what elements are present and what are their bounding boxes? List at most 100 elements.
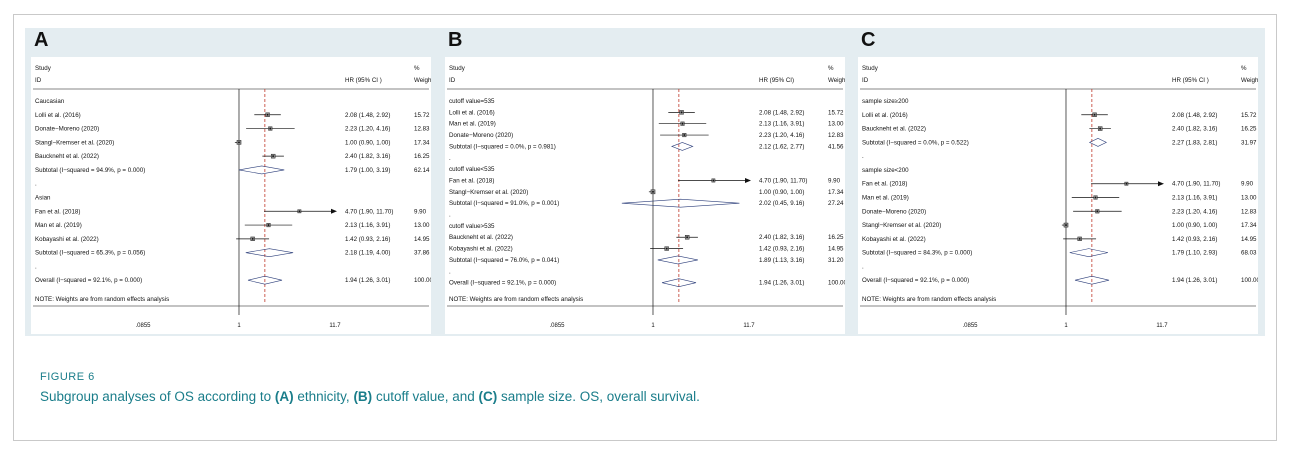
row-label-subtotal: Subtotal (I−squared = 0.0%, p = 0.522) xyxy=(862,139,969,146)
effect-point xyxy=(683,134,686,136)
ci-text: 1.00 (0.90, 1.00) xyxy=(759,189,804,196)
row-label-dot: . xyxy=(862,153,864,160)
forest-plot-svg: Study ID HR (95% CI)% Weight .0855 1 11.7 cutof… xyxy=(447,65,845,329)
row-label-subtotal: Subtotal (I−squared = 84.3%, p = 0.000) xyxy=(862,250,972,257)
effect-point xyxy=(1125,182,1128,185)
footnote: NOTE: Weights are from random effects an… xyxy=(449,296,583,303)
ci-text: 2.40 (1.82, 3.16) xyxy=(759,234,804,241)
ci-text: 2.23 (1.20, 4.16) xyxy=(759,132,804,139)
row-label-study: Lolli et al. (2016) xyxy=(35,112,81,119)
weight-text: 9.90 xyxy=(828,177,841,184)
x-tick-label: 11.7 xyxy=(743,323,755,329)
ci-text: 1.79 (1.00, 3.19) xyxy=(345,167,390,174)
effect-point xyxy=(238,141,240,144)
row-label-study: Stangl−Kremser et al. (2020) xyxy=(35,139,114,146)
ci-text: 1.94 (1.26, 3.01) xyxy=(759,280,804,287)
ci-arrow xyxy=(745,177,751,183)
row-label-study: Bauckneht et al. (2022) xyxy=(449,234,513,241)
weight-text: 16.25 xyxy=(828,234,844,241)
ci-text: 2.40 (1.82, 3.16) xyxy=(345,153,390,160)
weight-text: 9.90 xyxy=(414,208,427,215)
row-label-group: sample size≥200 xyxy=(862,98,909,105)
row-label-dot: . xyxy=(862,263,864,270)
x-tick-label: 11.7 xyxy=(329,323,341,329)
x-tick-label: .0855 xyxy=(549,323,565,329)
ci-text: 2.08 (1.48, 2.92) xyxy=(1172,112,1217,119)
ci-text: 2.40 (1.82, 3.16) xyxy=(1172,126,1217,133)
weight-text: 9.90 xyxy=(1241,181,1254,188)
effect-point xyxy=(652,190,654,193)
figure-panels: A Study ID HR (95% CI )% Weight .0855 1 11.7 Ca… xyxy=(25,28,1265,336)
subtotal-diamond xyxy=(670,142,694,151)
effect-point xyxy=(1065,224,1067,226)
panel-c: C Study ID HR (95% CI )% Weight .0855 1 11.7 sa… xyxy=(852,28,1265,336)
row-label-study: Donate−Moreno (2020) xyxy=(35,126,99,133)
row-label-study: Kobayashi et al. (2022) xyxy=(449,246,513,253)
row-label-subtotal: Subtotal (I−squared = 65.3%, p = 0.056) xyxy=(35,250,145,257)
effect-point xyxy=(272,155,275,158)
weight-text: 13.00 xyxy=(828,121,844,128)
weight-text: 31.20 xyxy=(828,257,844,264)
weight-text: 13.00 xyxy=(414,222,430,229)
x-tick-label: 1 xyxy=(651,323,655,329)
header-study: Study xyxy=(449,65,466,72)
row-label-study: Donate−Moreno (2020) xyxy=(449,132,513,139)
header-weight: Weight xyxy=(1241,77,1258,84)
weight-text: 14.95 xyxy=(414,236,430,243)
forest-plot-svg: Study ID HR (95% CI )% Weight .0855 1 11.7 Cauc… xyxy=(33,65,431,329)
weight-text: 31.97 xyxy=(1241,139,1257,146)
ci-text: 1.89 (1.13, 3.16) xyxy=(759,257,804,264)
caption-part: ethnicity, xyxy=(293,389,354,404)
effect-point xyxy=(269,127,272,130)
subtotal-diamond xyxy=(1088,138,1108,147)
figure-frame: A Study ID HR (95% CI )% Weight .0855 1 11.7 Ca… xyxy=(13,14,1277,441)
weight-text: 14.95 xyxy=(1241,236,1257,243)
effect-point xyxy=(1078,237,1081,240)
footnote: NOTE: Weights are from random effects an… xyxy=(862,296,996,303)
weight-text: 27.24 xyxy=(828,200,844,207)
row-label-dot: . xyxy=(449,268,451,275)
caption-panel-ref: (C) xyxy=(478,389,498,404)
effect-point xyxy=(266,113,269,116)
panel-letter: A xyxy=(34,29,49,51)
row-label-study: Man et al. (2019) xyxy=(862,195,909,202)
forest-plot-b: Study ID HR (95% CI)% Weight .0855 1 11.7 cutof… xyxy=(445,57,845,334)
row-label-study: Bauckneht et al. (2022) xyxy=(35,153,99,160)
weight-text: 17.34 xyxy=(828,189,844,196)
effect-point xyxy=(680,111,683,114)
overall-diamond xyxy=(661,278,697,287)
header-weight: Weight xyxy=(828,77,845,84)
panel-letter: C xyxy=(861,29,876,51)
row-label-subtotal: Subtotal (I−squared = 94.9%, p = 0.000) xyxy=(35,167,145,174)
caption-panel-ref: (B) xyxy=(353,389,373,404)
caption-part: sample size. OS, overall survival. xyxy=(497,389,700,404)
caption-part: cutoff value, and xyxy=(372,389,479,404)
weight-text: 41.56 xyxy=(828,143,844,150)
caption-panel-ref: (A) xyxy=(274,389,294,404)
overall-diamond xyxy=(247,275,283,285)
weight-text: 68.03 xyxy=(1241,250,1257,257)
ci-text: 2.08 (1.48, 2.92) xyxy=(759,109,804,116)
figure-caption: Subgroup analyses of OS according to (A)… xyxy=(40,389,700,404)
ci-text: 2.08 (1.48, 2.92) xyxy=(345,112,390,119)
row-label-study: Kobayashi et al. (2022) xyxy=(35,236,99,243)
effect-point xyxy=(267,224,270,226)
weight-text: 12.83 xyxy=(828,132,844,139)
weight-text: 62.14 xyxy=(414,167,430,174)
effect-point xyxy=(1094,196,1097,199)
row-label-study: Stangl−Kremser et al. (2020) xyxy=(449,189,528,196)
row-label-dot: . xyxy=(35,181,37,188)
row-label-overall: Overall (I−squared = 92.1%, p = 0.000) xyxy=(449,280,556,287)
footnote: NOTE: Weights are from random effects an… xyxy=(35,296,169,303)
ci-text: 1.94 (1.26, 3.01) xyxy=(1172,277,1217,284)
ci-text: 1.42 (0.93, 2.16) xyxy=(345,236,390,243)
header-id: ID xyxy=(449,77,456,84)
weight-text: 17.34 xyxy=(1241,222,1257,229)
subtotal-diamond xyxy=(1069,248,1109,257)
subtotal-diamond xyxy=(238,165,285,175)
effect-point xyxy=(665,247,668,250)
effect-point xyxy=(1096,210,1099,213)
row-label-subtotal: Subtotal (I−squared = 76.0%, p = 0.041) xyxy=(449,257,559,264)
row-label-dot: . xyxy=(449,212,451,219)
ci-text: 1.00 (0.90, 1.00) xyxy=(345,139,390,146)
